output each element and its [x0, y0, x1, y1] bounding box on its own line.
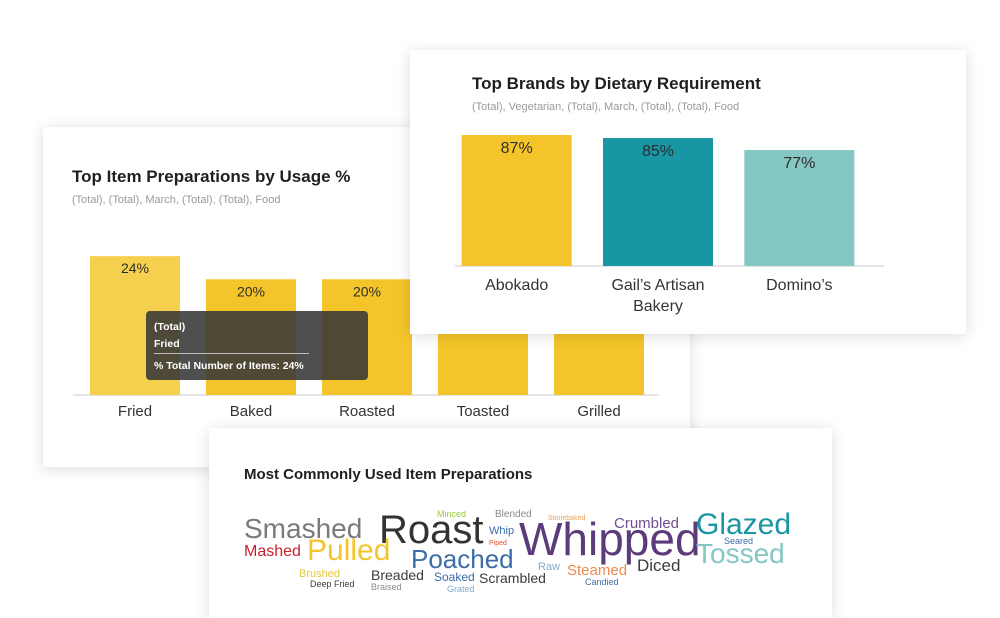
cloud-word: Breaded: [371, 567, 424, 583]
cloud-word: Stonebaked: [548, 515, 586, 522]
data-label: 85%: [642, 143, 674, 160]
bar[interactable]: [744, 150, 855, 266]
cloud-word: Crumbled: [614, 515, 680, 532]
cloud-word: Scrambled: [479, 570, 546, 586]
tooltip-metric: % Total Number of Items: 24%: [154, 360, 304, 372]
chart-title: Top Brands by Dietary Requirement: [472, 74, 761, 93]
cloud-word: Whipped: [519, 513, 701, 565]
category-tick-label: Abokado: [485, 277, 548, 294]
bar[interactable]: [461, 135, 572, 266]
wordcloud-title: Most Commonly Used Item Preparations: [244, 466, 533, 483]
category-tick-label: Fried: [118, 403, 152, 420]
cloud-word: Braised: [371, 582, 402, 592]
category-tick-label: Roasted: [339, 403, 395, 420]
cloud-word: Smashed: [244, 513, 363, 544]
cloud-word: Blended: [495, 509, 532, 520]
chart-title: Top Item Preparations by Usage %: [72, 167, 351, 186]
tooltip-divider: [154, 353, 309, 354]
brands-bar-chart: 87% Abokado 85% Gail’s Artisan Bakery 77% Domi…: [455, 135, 884, 315]
data-label: 77%: [783, 155, 815, 172]
tooltip-line-2: Fried: [154, 338, 180, 350]
cloud-word: Roast: [379, 508, 484, 552]
data-label: 20%: [353, 283, 381, 299]
tooltip-line-1: (Total): [154, 321, 186, 333]
cloud-word: Candied: [585, 577, 619, 587]
bar-tooltip: (Total) Fried % Total Number of Items: 2…: [146, 311, 368, 380]
cloud-word: Mashed: [244, 543, 301, 560]
cloud-word: Whip: [489, 525, 515, 537]
brands-card: Top Brands by Dietary Requirement (Total…: [410, 50, 966, 334]
cloud-word: Grated: [447, 584, 475, 594]
data-label: 87%: [501, 140, 533, 157]
data-label: 24%: [121, 260, 149, 276]
chart-subtitle: (Total), (Total), March, (Total), (Total…: [72, 194, 281, 206]
cloud-word: Brushed: [299, 568, 340, 580]
cloud-word: Diced: [637, 556, 681, 575]
category-tick-label: Toasted: [457, 403, 510, 420]
cloud-word: Raw: [538, 561, 561, 573]
cloud-word: Pulled: [307, 534, 391, 567]
category-tick-label: Domino’s: [766, 277, 832, 294]
chart-subtitle: (Total), Vegetarian, (Total), March, (To…: [472, 101, 740, 113]
category-tick-label: Grilled: [577, 403, 620, 420]
cloud-word: Soaked: [434, 570, 475, 584]
category-tick-label: Baked: [230, 403, 273, 420]
category-tick-label: Bakery: [633, 298, 683, 315]
category-tick-label: Gail’s Artisan: [611, 277, 704, 294]
cloud-word: Deep Fried: [310, 579, 355, 589]
bar[interactable]: [603, 138, 713, 266]
data-label: 20%: [237, 283, 265, 299]
wordcloud-card: Most Commonly Used Item Preparations Sma…: [209, 428, 832, 618]
cloud-word: Tossed: [696, 538, 785, 569]
cloud-word: Seared: [724, 536, 754, 546]
cloud-word: Poached: [411, 544, 514, 574]
cloud-word: Glazed: [696, 508, 792, 541]
cloud-word: Minced: [437, 509, 467, 519]
cloud-word: Steamed: [567, 562, 628, 579]
cloud-word: Piped: [489, 540, 507, 547]
